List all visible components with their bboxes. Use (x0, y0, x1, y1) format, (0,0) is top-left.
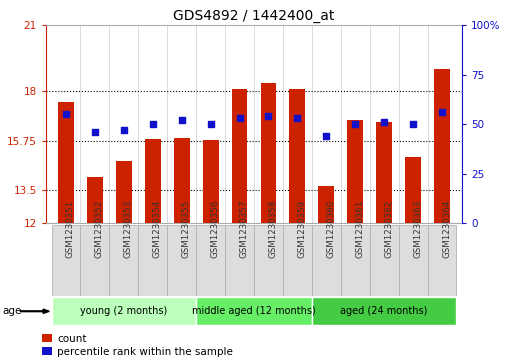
Bar (261, 82, 276, 223)
Point (120, 127, 128, 133)
Point (62, 111, 70, 117)
FancyBboxPatch shape (51, 297, 196, 325)
Point (236, 115, 244, 121)
Text: middle aged (12 months): middle aged (12 months) (192, 306, 316, 316)
Text: GSM1230359: GSM1230359 (297, 200, 306, 258)
FancyBboxPatch shape (80, 225, 109, 296)
Point (178, 118, 186, 123)
Title: GDS4892 / 1442400_at: GDS4892 / 1442400_at (173, 9, 335, 23)
Bar (203, 140, 218, 223)
Bar (58, 102, 74, 223)
Text: GSM1230364: GSM1230364 (442, 200, 451, 258)
Bar (405, 157, 421, 223)
Bar (145, 139, 161, 223)
FancyBboxPatch shape (167, 225, 196, 296)
FancyBboxPatch shape (109, 225, 138, 296)
FancyBboxPatch shape (399, 225, 428, 296)
Point (207, 121, 215, 127)
FancyBboxPatch shape (428, 225, 457, 296)
Bar (232, 89, 247, 223)
Bar (319, 186, 334, 223)
Bar (290, 89, 305, 223)
FancyBboxPatch shape (196, 225, 225, 296)
FancyBboxPatch shape (341, 225, 370, 296)
FancyBboxPatch shape (51, 225, 80, 296)
Bar (174, 138, 189, 223)
FancyBboxPatch shape (196, 297, 312, 325)
Text: GSM1230360: GSM1230360 (326, 200, 335, 258)
Text: GSM1230356: GSM1230356 (211, 200, 219, 258)
FancyBboxPatch shape (138, 225, 167, 296)
FancyBboxPatch shape (225, 225, 254, 296)
Text: GSM1230358: GSM1230358 (268, 200, 277, 258)
Point (91, 129, 99, 135)
Text: GSM1230351: GSM1230351 (66, 200, 75, 258)
Text: young (2 months): young (2 months) (80, 306, 168, 316)
Point (438, 110, 446, 115)
Text: GSM1230363: GSM1230363 (413, 200, 422, 258)
Bar (347, 120, 363, 223)
Point (322, 133, 330, 139)
FancyBboxPatch shape (370, 225, 399, 296)
Legend: count, percentile rank within the sample: count, percentile rank within the sample (41, 333, 234, 358)
Text: GSM1230362: GSM1230362 (384, 200, 393, 258)
Text: GSM1230352: GSM1230352 (95, 200, 104, 258)
Point (293, 115, 301, 121)
Text: GSM1230355: GSM1230355 (182, 200, 190, 258)
Bar (376, 122, 392, 223)
Point (409, 121, 417, 127)
Bar (87, 177, 103, 223)
Text: GSM1230361: GSM1230361 (355, 200, 364, 258)
Text: GSM1230353: GSM1230353 (124, 200, 133, 258)
FancyBboxPatch shape (283, 225, 312, 296)
Point (264, 114, 272, 119)
Text: GSM1230357: GSM1230357 (240, 200, 248, 258)
Bar (434, 69, 450, 223)
FancyBboxPatch shape (312, 297, 457, 325)
Text: aged (24 months): aged (24 months) (340, 306, 428, 316)
FancyBboxPatch shape (312, 225, 341, 296)
FancyBboxPatch shape (254, 225, 283, 296)
Bar (116, 160, 132, 223)
Point (351, 121, 359, 127)
Text: GSM1230354: GSM1230354 (153, 200, 162, 258)
Point (380, 119, 388, 125)
Point (149, 121, 157, 127)
Text: age: age (3, 306, 22, 316)
